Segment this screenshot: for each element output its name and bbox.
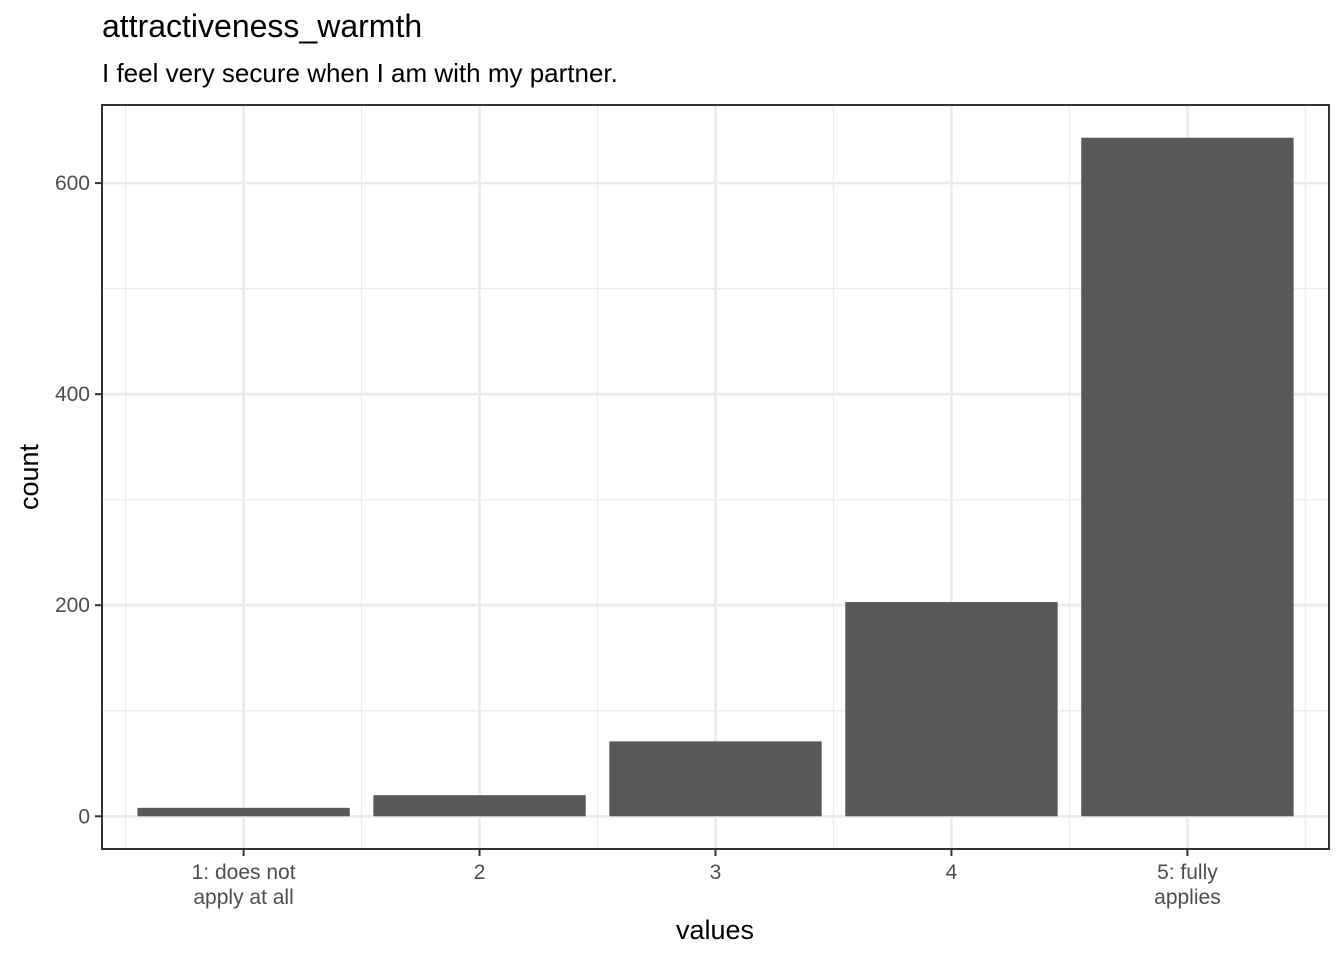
- x-tick-label: 2: [474, 861, 486, 884]
- y-axis-title: count: [14, 443, 44, 510]
- y-tick-label: 400: [55, 383, 90, 406]
- x-tick-label: 1: does not apply at all: [192, 861, 296, 909]
- x-tick-label: 4: [946, 861, 958, 884]
- bar: [137, 807, 350, 817]
- x-tick-label: 5: fully applies: [1154, 861, 1221, 909]
- y-tick-label: 600: [55, 172, 90, 195]
- x-axis: 1: does not apply at all 2 3 4 5: fully applie…: [192, 849, 1221, 909]
- bar: [1081, 137, 1294, 817]
- bars: [137, 137, 1294, 817]
- y-tick-label: 0: [78, 805, 90, 828]
- chart-title: attractiveness_warmth: [102, 8, 423, 44]
- x-axis-title: values: [676, 915, 754, 945]
- x-tick-label: 3: [710, 861, 722, 884]
- chart-subtitle: I feel very secure when I am with my par…: [102, 58, 618, 88]
- bar: [373, 795, 586, 817]
- y-tick-label: 200: [55, 594, 90, 617]
- y-axis: 0 200 400 600: [55, 172, 102, 828]
- bar: [845, 602, 1058, 817]
- bar: [609, 741, 822, 817]
